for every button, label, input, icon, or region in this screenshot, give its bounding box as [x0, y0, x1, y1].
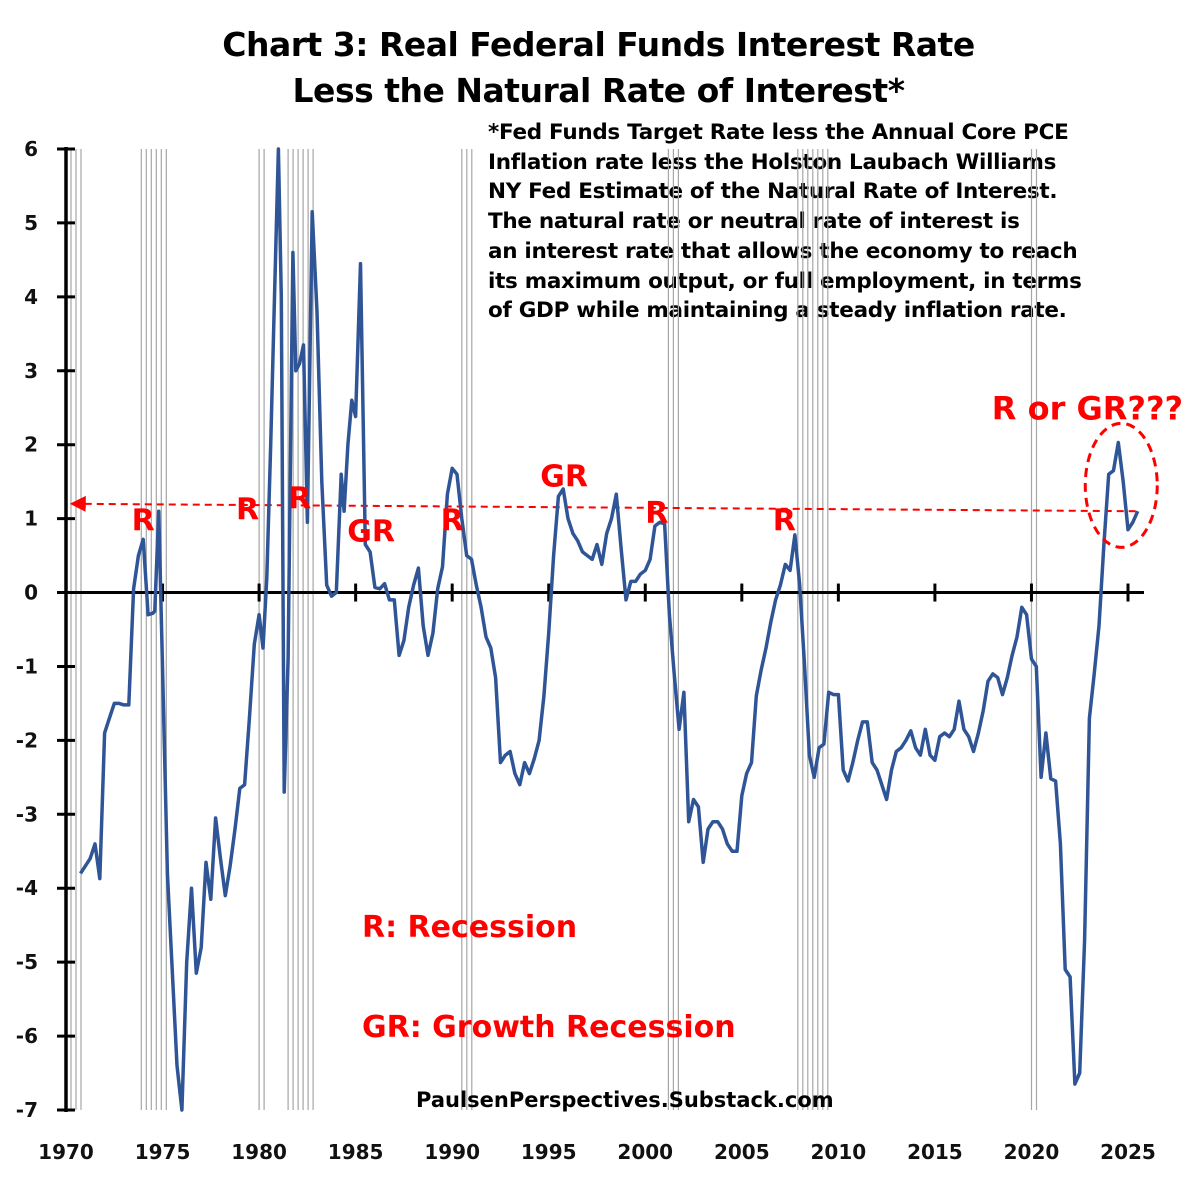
- source-credit: PaulsenPerspectives.Substack.com: [416, 1088, 834, 1112]
- y-tick-label: 6: [24, 137, 38, 161]
- x-tick-label: 1990: [424, 1140, 480, 1164]
- annotation-label: R: [236, 493, 259, 528]
- chart-title-line-2: Less the Natural Rate of Interest*: [292, 71, 905, 110]
- annotation-label: R or GR???: [992, 390, 1183, 428]
- legend: R: Recession GR: Growth Recession: [362, 910, 736, 1045]
- annotation-label: R: [773, 504, 796, 539]
- y-tick-label: -7: [16, 1098, 38, 1122]
- y-tick-label: 3: [24, 359, 38, 383]
- y-tick-label: -3: [16, 802, 38, 826]
- y-tick-label: -2: [16, 728, 38, 752]
- recession-shading: [65, 149, 1038, 1110]
- chart-title-line-1: Chart 3: Real Federal Funds Interest Rat…: [222, 25, 975, 64]
- x-axis-tick-labels: 1970 1975 1980 1985 1990 1995 2000 2005 2010 2015…: [38, 1140, 1156, 1164]
- series-group: [79, 147, 1140, 1112]
- chart-footnote: *Fed Funds Target Rate less the Annual C…: [488, 118, 1188, 326]
- x-tick-label: 2025: [1100, 1140, 1156, 1164]
- x-tick-label: 2015: [907, 1140, 963, 1164]
- reference-dashed-arrow: [69, 495, 1136, 513]
- y-tick-label: -6: [16, 1024, 38, 1048]
- y-tick-label: 1: [24, 507, 38, 531]
- x-tick-label: 2020: [1004, 1140, 1060, 1164]
- y-axis-tick-labels: 6 5 4 3 2 1 0 -1 -2 -3 -4 -5 -6 -7: [16, 137, 38, 1122]
- y-tick-label: -1: [16, 654, 38, 678]
- footnote-line: of GDP while maintaining a steady inflat…: [488, 298, 1067, 324]
- annotation-label: GR: [347, 515, 395, 550]
- y-tick-label: -5: [16, 950, 38, 974]
- y-tick-label: -4: [16, 876, 38, 900]
- annotation-label: R: [441, 504, 464, 539]
- annotation-label: GR: [540, 459, 588, 494]
- y-tick-label: 5: [24, 211, 38, 235]
- series-line: [79, 147, 1140, 1112]
- footnote-line: its maximum output, or full employment, …: [488, 268, 1082, 294]
- y-tick-label: 0: [24, 581, 38, 605]
- legend-item-growth-recession: GR: Growth Recession: [362, 1010, 736, 1045]
- annotation-label: R: [288, 481, 311, 516]
- legend-item-recession: R: Recession: [362, 910, 577, 945]
- x-tick-label: 1980: [231, 1140, 287, 1164]
- y-tick-label: 2: [24, 433, 38, 457]
- y-tick-label: 4: [24, 285, 38, 309]
- footnote-line: Inflation rate less the Holston Laubach …: [488, 149, 1057, 175]
- x-tick-label: 1985: [328, 1140, 384, 1164]
- annotation-label: R: [645, 496, 668, 531]
- reference-line-group: [69, 495, 1136, 513]
- footnote-line: NY Fed Estimate of the Natural Rate of I…: [488, 179, 1058, 205]
- highlight-ellipse: [1083, 421, 1159, 549]
- x-tick-label: 2005: [714, 1140, 770, 1164]
- annotation-label: R: [132, 504, 155, 539]
- footnote-line: The natural rate or neutral rate of inte…: [488, 209, 1020, 235]
- x-tick-label: 2000: [617, 1140, 673, 1164]
- chart-title: Chart 3: Real Federal Funds Interest Rat…: [0, 22, 1197, 114]
- x-tick-label: 1975: [135, 1140, 191, 1164]
- axes: [57, 147, 1144, 1112]
- x-tick-label: 1995: [521, 1140, 577, 1164]
- footnote-line: *Fed Funds Target Rate less the Annual C…: [488, 120, 1069, 145]
- footnote-line: an interest rate that allows the economy…: [488, 238, 1078, 264]
- x-tick-label: 1970: [38, 1140, 94, 1164]
- x-tick-label: 2010: [811, 1140, 867, 1164]
